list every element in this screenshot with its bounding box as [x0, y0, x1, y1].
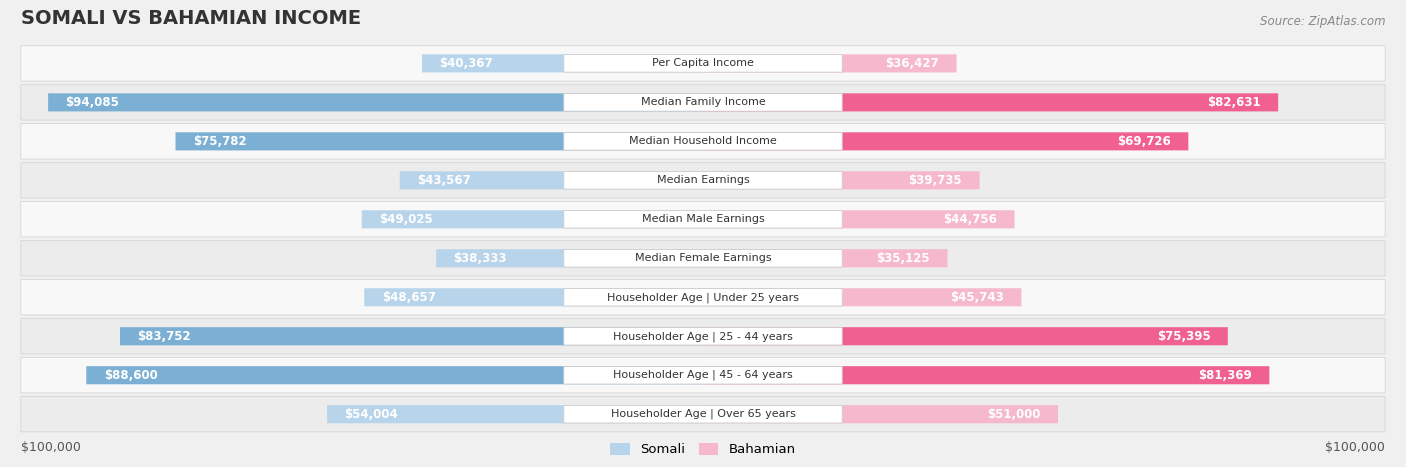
- FancyBboxPatch shape: [328, 405, 703, 423]
- FancyBboxPatch shape: [21, 358, 1385, 393]
- FancyBboxPatch shape: [21, 124, 1385, 159]
- FancyBboxPatch shape: [422, 54, 703, 72]
- FancyBboxPatch shape: [361, 210, 703, 228]
- Text: $83,752: $83,752: [138, 330, 191, 343]
- Text: Median Earnings: Median Earnings: [657, 175, 749, 185]
- Text: $38,333: $38,333: [454, 252, 508, 265]
- FancyBboxPatch shape: [436, 249, 703, 267]
- Text: $44,756: $44,756: [943, 213, 997, 226]
- FancyBboxPatch shape: [564, 55, 842, 72]
- FancyBboxPatch shape: [564, 93, 842, 111]
- FancyBboxPatch shape: [564, 171, 842, 189]
- Text: Median Household Income: Median Household Income: [628, 136, 778, 146]
- FancyBboxPatch shape: [703, 93, 1278, 112]
- Text: $40,367: $40,367: [440, 57, 494, 70]
- Text: Householder Age | Under 25 years: Householder Age | Under 25 years: [607, 292, 799, 303]
- Text: Source: ZipAtlas.com: Source: ZipAtlas.com: [1260, 15, 1385, 28]
- Text: Median Female Earnings: Median Female Earnings: [634, 253, 772, 263]
- FancyBboxPatch shape: [703, 366, 1270, 384]
- FancyBboxPatch shape: [564, 405, 842, 423]
- Text: $36,427: $36,427: [886, 57, 939, 70]
- FancyBboxPatch shape: [703, 210, 1015, 228]
- FancyBboxPatch shape: [399, 171, 703, 190]
- Text: $75,395: $75,395: [1157, 330, 1211, 343]
- Text: SOMALI VS BAHAMIAN INCOME: SOMALI VS BAHAMIAN INCOME: [21, 9, 361, 28]
- Text: Median Male Earnings: Median Male Earnings: [641, 214, 765, 224]
- FancyBboxPatch shape: [48, 93, 703, 112]
- Text: Householder Age | 25 - 44 years: Householder Age | 25 - 44 years: [613, 331, 793, 341]
- FancyBboxPatch shape: [21, 396, 1385, 432]
- FancyBboxPatch shape: [564, 367, 842, 384]
- Text: $54,004: $54,004: [344, 408, 398, 421]
- FancyBboxPatch shape: [564, 249, 842, 267]
- Text: $43,567: $43,567: [418, 174, 471, 187]
- FancyBboxPatch shape: [86, 366, 703, 384]
- Text: Median Family Income: Median Family Income: [641, 98, 765, 107]
- Legend: Somali, Bahamian: Somali, Bahamian: [605, 438, 801, 462]
- FancyBboxPatch shape: [176, 132, 703, 150]
- Text: $35,125: $35,125: [876, 252, 931, 265]
- FancyBboxPatch shape: [703, 171, 980, 190]
- Text: $69,726: $69,726: [1118, 135, 1171, 148]
- Text: $82,631: $82,631: [1208, 96, 1261, 109]
- Text: $94,085: $94,085: [66, 96, 120, 109]
- Text: $100,000: $100,000: [21, 441, 80, 454]
- FancyBboxPatch shape: [564, 327, 842, 345]
- Text: $39,735: $39,735: [908, 174, 962, 187]
- Text: Householder Age | Over 65 years: Householder Age | Over 65 years: [610, 409, 796, 419]
- Text: $45,743: $45,743: [950, 291, 1004, 304]
- Text: $81,369: $81,369: [1198, 369, 1251, 382]
- Text: $48,657: $48,657: [381, 291, 436, 304]
- FancyBboxPatch shape: [703, 249, 948, 267]
- FancyBboxPatch shape: [21, 318, 1385, 354]
- FancyBboxPatch shape: [703, 327, 1227, 345]
- FancyBboxPatch shape: [21, 241, 1385, 276]
- FancyBboxPatch shape: [564, 211, 842, 228]
- FancyBboxPatch shape: [364, 288, 703, 306]
- FancyBboxPatch shape: [21, 280, 1385, 315]
- FancyBboxPatch shape: [21, 85, 1385, 120]
- Text: $49,025: $49,025: [380, 213, 433, 226]
- FancyBboxPatch shape: [703, 54, 956, 72]
- Text: $100,000: $100,000: [1326, 441, 1385, 454]
- Text: $75,782: $75,782: [193, 135, 246, 148]
- FancyBboxPatch shape: [21, 202, 1385, 237]
- Text: Per Capita Income: Per Capita Income: [652, 58, 754, 68]
- FancyBboxPatch shape: [120, 327, 703, 345]
- Text: Householder Age | 45 - 64 years: Householder Age | 45 - 64 years: [613, 370, 793, 381]
- FancyBboxPatch shape: [21, 163, 1385, 198]
- FancyBboxPatch shape: [703, 405, 1057, 423]
- Text: $88,600: $88,600: [104, 369, 157, 382]
- FancyBboxPatch shape: [564, 289, 842, 306]
- Text: $51,000: $51,000: [987, 408, 1040, 421]
- FancyBboxPatch shape: [703, 288, 1021, 306]
- FancyBboxPatch shape: [21, 46, 1385, 81]
- FancyBboxPatch shape: [703, 132, 1188, 150]
- FancyBboxPatch shape: [564, 133, 842, 150]
